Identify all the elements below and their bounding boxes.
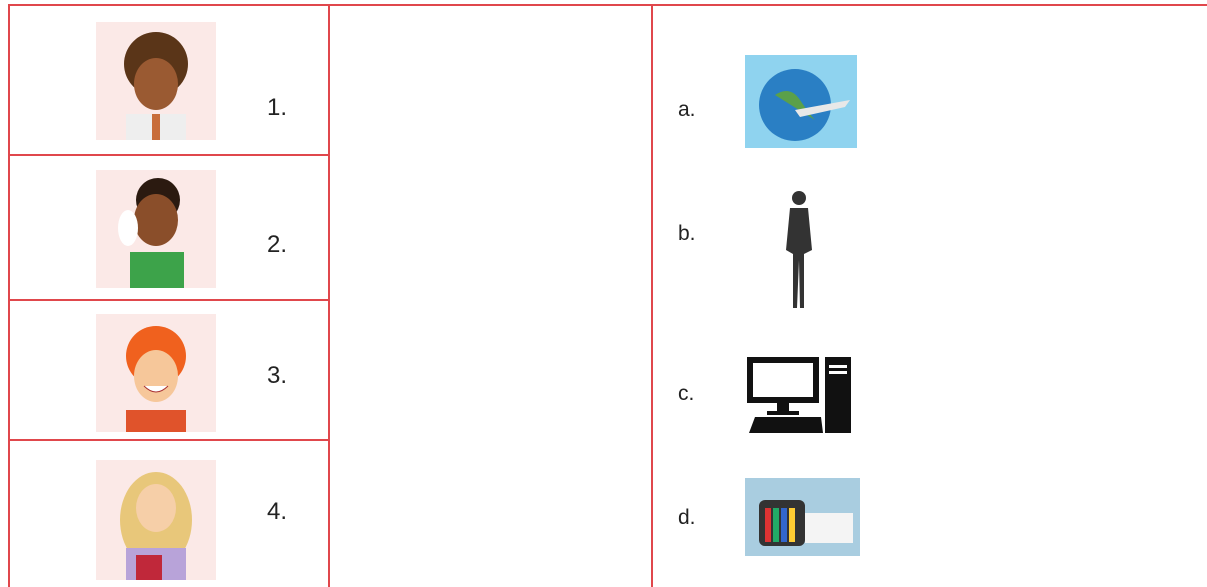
table-border [8,4,10,587]
portrait-image [96,460,216,580]
item-number: 2. [267,231,288,258]
travel-image [745,55,857,148]
portrait-image [96,170,216,288]
option-letter: a. [678,98,696,121]
option-letter: d. [678,506,696,529]
item-number: 4. [267,498,288,525]
table-border [8,154,330,156]
table-border [8,4,1207,6]
table-border [8,439,330,441]
item-number: 3. [267,362,288,389]
portrait-image [96,314,216,432]
table-border [8,299,330,301]
portrait-image [96,22,216,140]
books-image [745,478,860,556]
businesswoman-image [786,191,812,308]
table-border [651,4,653,587]
option-letter: b. [678,222,696,245]
table-border [328,4,330,587]
option-letter: c. [678,382,695,405]
item-number: 1. [267,94,288,121]
computer-image [747,357,851,433]
